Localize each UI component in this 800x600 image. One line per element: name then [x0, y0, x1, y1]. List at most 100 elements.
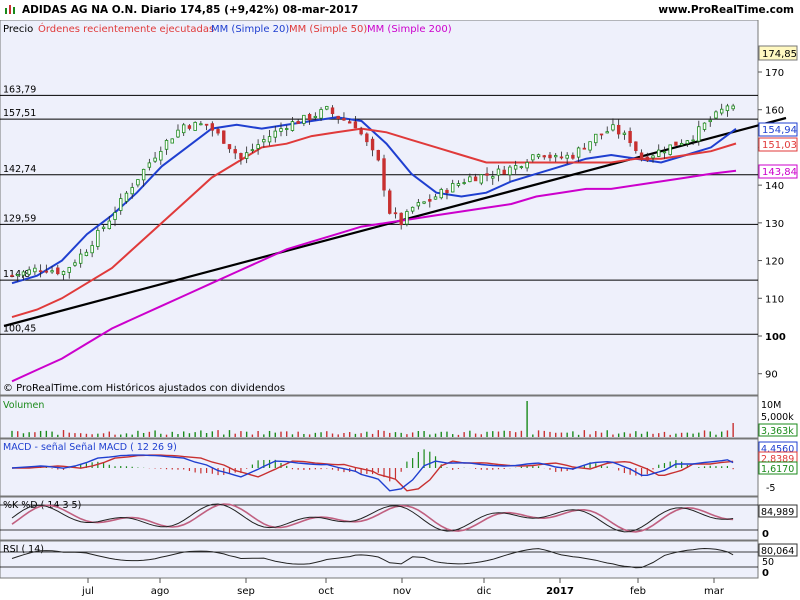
candle-body	[239, 153, 243, 159]
mm50-last-label: 151,03	[762, 140, 797, 151]
x-tick-label-3: oct	[318, 586, 334, 597]
candle-body	[525, 162, 529, 169]
chart-canvas[interactable]: Precio Órdenes recientemente ejecutadas …	[0, 20, 800, 600]
macd-tick-minus5: -5	[766, 483, 775, 494]
price-tick-label-1: 100	[765, 332, 786, 343]
candle-body	[416, 202, 421, 207]
price-candles	[10, 103, 735, 282]
candle-body	[616, 124, 621, 135]
candle-body	[222, 130, 226, 144]
candle-body	[496, 168, 501, 176]
histogram-last-label: 1,6170	[761, 464, 794, 475]
candle-body	[531, 154, 535, 161]
candle-body	[611, 124, 615, 131]
candle-body	[336, 115, 340, 120]
candle-body	[199, 123, 203, 126]
candle-body	[244, 152, 249, 159]
candle-body	[508, 166, 512, 176]
candle-body	[27, 269, 31, 275]
candle-body	[130, 187, 134, 195]
site-link[interactable]: www.ProRealTime.com	[658, 4, 794, 16]
candle-body	[468, 176, 472, 183]
rsi-title: RSI ( 14)	[3, 544, 44, 555]
chart-title: ADIDAS AG NA O.N. Diario 174,85 (+9,42%)…	[22, 4, 359, 16]
x-tick-label-6: 2017	[546, 586, 574, 597]
candle-body	[702, 122, 707, 130]
candle-body	[382, 158, 386, 191]
candle-body	[513, 165, 518, 170]
rsi-panel[interactable]	[0, 540, 759, 579]
candle-body	[227, 144, 232, 150]
candle-body	[576, 147, 581, 158]
macd-last-label: 4,4560	[761, 444, 794, 455]
candle-body	[330, 107, 335, 115]
chart-icon[interactable]	[4, 4, 16, 15]
candle-body	[210, 123, 215, 131]
candle-body	[388, 190, 392, 214]
ma-line-2	[11, 169, 737, 383]
candle-body	[651, 155, 655, 159]
candle-body	[685, 140, 690, 144]
candle-body	[147, 162, 152, 168]
candle-body	[181, 124, 186, 134]
candle-body	[502, 169, 506, 175]
level-label-3: 129,59	[3, 213, 36, 224]
candle-body	[445, 189, 449, 194]
price-tick-label-3: 120	[765, 257, 784, 268]
candle-body	[56, 267, 60, 275]
candle-body	[44, 270, 49, 273]
candle-body	[599, 133, 604, 136]
candle-body	[61, 271, 66, 276]
x-tick-label-4: nov	[393, 586, 411, 597]
candle-body	[548, 154, 552, 159]
candle-body	[16, 274, 20, 277]
stochastic-last-label: 84,989	[761, 507, 794, 518]
candle-body	[262, 139, 266, 143]
candle-body	[325, 106, 329, 110]
signal-last-label: 2,8389	[761, 454, 794, 465]
candle-body	[141, 168, 146, 181]
candle-body	[439, 189, 443, 199]
candle-body	[124, 192, 129, 202]
price-tick-label-5: 140	[765, 181, 784, 192]
level-label-2: 142,74	[3, 164, 36, 175]
candle-body	[193, 121, 197, 131]
volume-panel[interactable]	[0, 395, 759, 439]
legend-ordenes: Órdenes recientemente ejecutadas	[38, 22, 214, 35]
candle-body	[634, 141, 638, 151]
candle-body	[187, 125, 192, 129]
candle-body	[273, 130, 277, 138]
candle-body	[347, 121, 352, 124]
x-tick-label-8: mar	[704, 586, 725, 597]
macd-line	[11, 454, 734, 492]
price-panel[interactable]	[0, 20, 759, 396]
candle-body	[479, 174, 484, 184]
x-tick-label-7: feb	[630, 586, 646, 597]
candle-body	[113, 212, 117, 220]
title-bar: ADIDAS AG NA O.N. Diario 174,85 (+9,42%)…	[0, 0, 800, 20]
candle-body	[10, 274, 14, 277]
stochastic-tick-0: 0	[762, 529, 769, 540]
candle-body	[462, 182, 466, 184]
mm20-last-label: 154,94	[762, 125, 797, 136]
candle-body	[50, 270, 54, 273]
rsi-tick-50: 50	[762, 557, 774, 568]
candle-body	[571, 154, 575, 159]
stoch-k-line	[11, 503, 734, 533]
candle-body	[594, 133, 598, 144]
rsi-plot	[0, 547, 758, 569]
candle-body	[708, 119, 712, 123]
candle-body	[605, 131, 609, 134]
candle-body	[691, 139, 695, 142]
candle-body	[285, 128, 289, 130]
candle-body	[485, 173, 489, 176]
candle-body	[456, 183, 461, 186]
candle-body	[473, 176, 478, 182]
price-tick-label-2: 110	[765, 294, 784, 305]
candle-body	[668, 144, 672, 155]
candle-body	[296, 121, 300, 124]
legend: Precio Órdenes recientemente ejecutadas …	[3, 22, 452, 35]
candle-body	[353, 121, 358, 129]
volume-title: Volumen	[3, 400, 44, 411]
candle-body	[73, 262, 77, 266]
